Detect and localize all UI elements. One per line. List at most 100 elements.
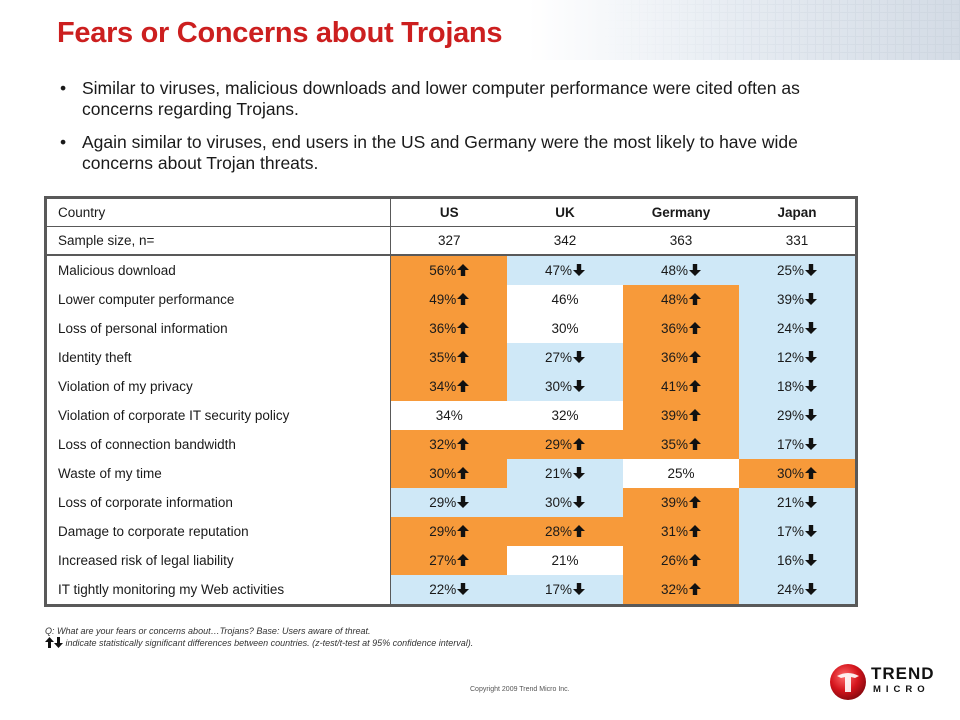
footnote-question: Q: What are your fears or concerns about… <box>45 626 371 636</box>
cell-value: 36% <box>660 350 688 365</box>
cell-value: 21% <box>544 466 573 481</box>
cell-value: 32% <box>660 582 688 597</box>
cell-value: 46% <box>551 292 579 307</box>
cell-value: 56% <box>429 263 457 278</box>
cell-us: 32% <box>390 430 508 459</box>
arrow-up-icon <box>456 321 470 336</box>
arrow-up-icon <box>456 263 470 278</box>
cell-japan: 24% <box>739 575 857 606</box>
arrow-up-icon <box>804 466 818 481</box>
cell-germany: 31% <box>622 517 740 546</box>
cell-value: 28% <box>544 524 573 539</box>
sample-size-us: 327 <box>390 226 508 256</box>
row-label: Identity theft <box>45 343 392 372</box>
cell-value: 24% <box>777 321 805 336</box>
cell-value: 12% <box>777 350 805 365</box>
footnote-legend-text: indicate statistically significant diffe… <box>65 638 474 648</box>
cell-value: 30% <box>777 466 805 481</box>
cell-japan: 17% <box>739 430 857 459</box>
cell-germany: 32% <box>622 575 740 606</box>
cell-us: 34% <box>390 401 508 430</box>
cell-value: 24% <box>777 582 805 597</box>
column-header-us: US <box>390 197 508 227</box>
cell-value: 31% <box>660 524 688 539</box>
row-label: Violation of corporate IT security polic… <box>45 401 392 430</box>
cell-japan: 17% <box>739 517 857 546</box>
arrow-up-icon <box>456 524 470 539</box>
cell-value: 48% <box>660 263 688 278</box>
arrow-down-icon <box>456 582 470 597</box>
cell-uk: 28% <box>507 517 623 546</box>
cell-value: 27% <box>544 350 573 365</box>
cell-germany: 36% <box>622 343 740 372</box>
arrow-down-icon <box>804 408 818 423</box>
arrow-down-icon <box>572 263 586 278</box>
arrow-down-icon <box>804 582 818 597</box>
cell-value: 35% <box>660 437 688 452</box>
row-label: IT tightly monitoring my Web activities <box>45 575 392 606</box>
footnote: Q: What are your fears or concerns about… <box>45 626 473 651</box>
column-header-uk: UK <box>507 197 623 227</box>
cell-value: 26% <box>660 553 688 568</box>
cell-uk: 21% <box>507 546 623 575</box>
table-row: IT tightly monitoring my Web activities 2… <box>45 575 857 606</box>
up-down-arrows-icon <box>45 637 63 651</box>
header-country-label: Country <box>45 197 392 227</box>
row-label: Violation of my privacy <box>45 372 392 401</box>
cell-us: 29% <box>390 517 508 546</box>
cell-uk: 17% <box>507 575 623 606</box>
cell-japan: 16% <box>739 546 857 575</box>
cell-value: 29% <box>429 495 457 510</box>
bullet-item: • Similar to viruses, malicious downloads… <box>60 78 870 120</box>
cell-value: 39% <box>660 495 688 510</box>
cell-us: 49% <box>390 285 508 314</box>
arrow-up-icon <box>688 553 701 568</box>
header-band <box>0 0 960 60</box>
cell-japan: 12% <box>739 343 857 372</box>
sample-size-uk: 342 <box>507 226 623 256</box>
cell-value: 16% <box>777 553 805 568</box>
arrow-up-icon <box>688 408 701 423</box>
cell-value: 32% <box>429 437 457 452</box>
cell-germany: 48% <box>622 285 740 314</box>
arrow-down-icon <box>804 292 818 307</box>
cell-value: 30% <box>429 466 457 481</box>
cell-value: 22% <box>429 582 457 597</box>
cell-value: 30% <box>544 379 573 394</box>
arrow-up-icon <box>688 350 701 365</box>
table-row: Identity theft 35% 27% 36% 12% <box>45 343 857 372</box>
table-row: Increased risk of legal liability 27% 21% 2… <box>45 546 857 575</box>
cell-value: 27% <box>429 553 457 568</box>
cell-value: 29% <box>544 437 573 452</box>
cell-value: 47% <box>544 263 573 278</box>
trend-micro-ball-icon <box>830 664 866 700</box>
cell-us: 35% <box>390 343 508 372</box>
bullet-dot-icon: • <box>60 78 67 98</box>
cell-germany: 35% <box>622 430 740 459</box>
table-row: Violation of corporate IT security polic… <box>45 401 857 430</box>
cell-uk: 30% <box>507 372 623 401</box>
bullet-list: • Similar to viruses, malicious downloads… <box>60 78 870 186</box>
arrow-down-icon <box>804 437 818 452</box>
cell-us: 27% <box>390 546 508 575</box>
row-label: Loss of connection bandwidth <box>45 430 392 459</box>
cell-uk: 32% <box>507 401 623 430</box>
cell-value: 41% <box>660 379 688 394</box>
row-label: Malicious download <box>45 255 392 285</box>
cell-germany: 48% <box>622 255 740 285</box>
sample-size-label: Sample size, n= <box>45 226 392 256</box>
arrow-up-icon <box>456 553 470 568</box>
cell-value: 36% <box>429 321 457 336</box>
cell-value: 34% <box>435 408 463 423</box>
cell-uk: 47% <box>507 255 623 285</box>
cell-value: 36% <box>660 321 688 336</box>
row-label: Loss of corporate information <box>45 488 392 517</box>
cell-japan: 18% <box>739 372 857 401</box>
arrow-up-icon <box>456 466 470 481</box>
arrow-down-icon <box>804 350 818 365</box>
cell-value: 30% <box>544 495 573 510</box>
cell-japan: 30% <box>739 459 857 488</box>
table-row: Loss of personal information 36% 30% 36% 24% <box>45 314 857 343</box>
column-header-japan: Japan <box>739 197 857 227</box>
cell-value: 29% <box>777 408 805 423</box>
